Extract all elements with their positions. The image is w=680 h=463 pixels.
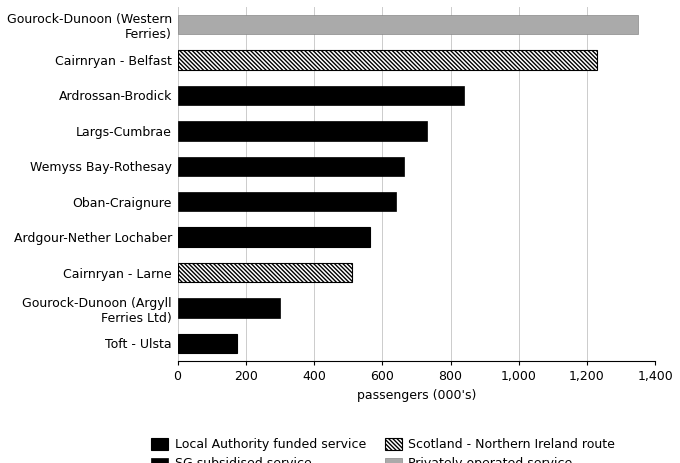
Bar (177, 334, 237, 353)
X-axis label: passengers (000's): passengers (000's) (357, 389, 476, 402)
Bar (177, 156, 405, 176)
Bar (177, 15, 638, 34)
Bar (177, 263, 352, 282)
Bar (177, 192, 396, 212)
Bar (177, 227, 371, 247)
Bar (177, 121, 426, 141)
Bar (177, 298, 280, 318)
Bar (177, 86, 464, 105)
Legend: Local Authority funded service, SG subsidised service, Scotland - Northern Irela: Local Authority funded service, SG subsi… (151, 438, 615, 463)
Bar (177, 50, 597, 70)
